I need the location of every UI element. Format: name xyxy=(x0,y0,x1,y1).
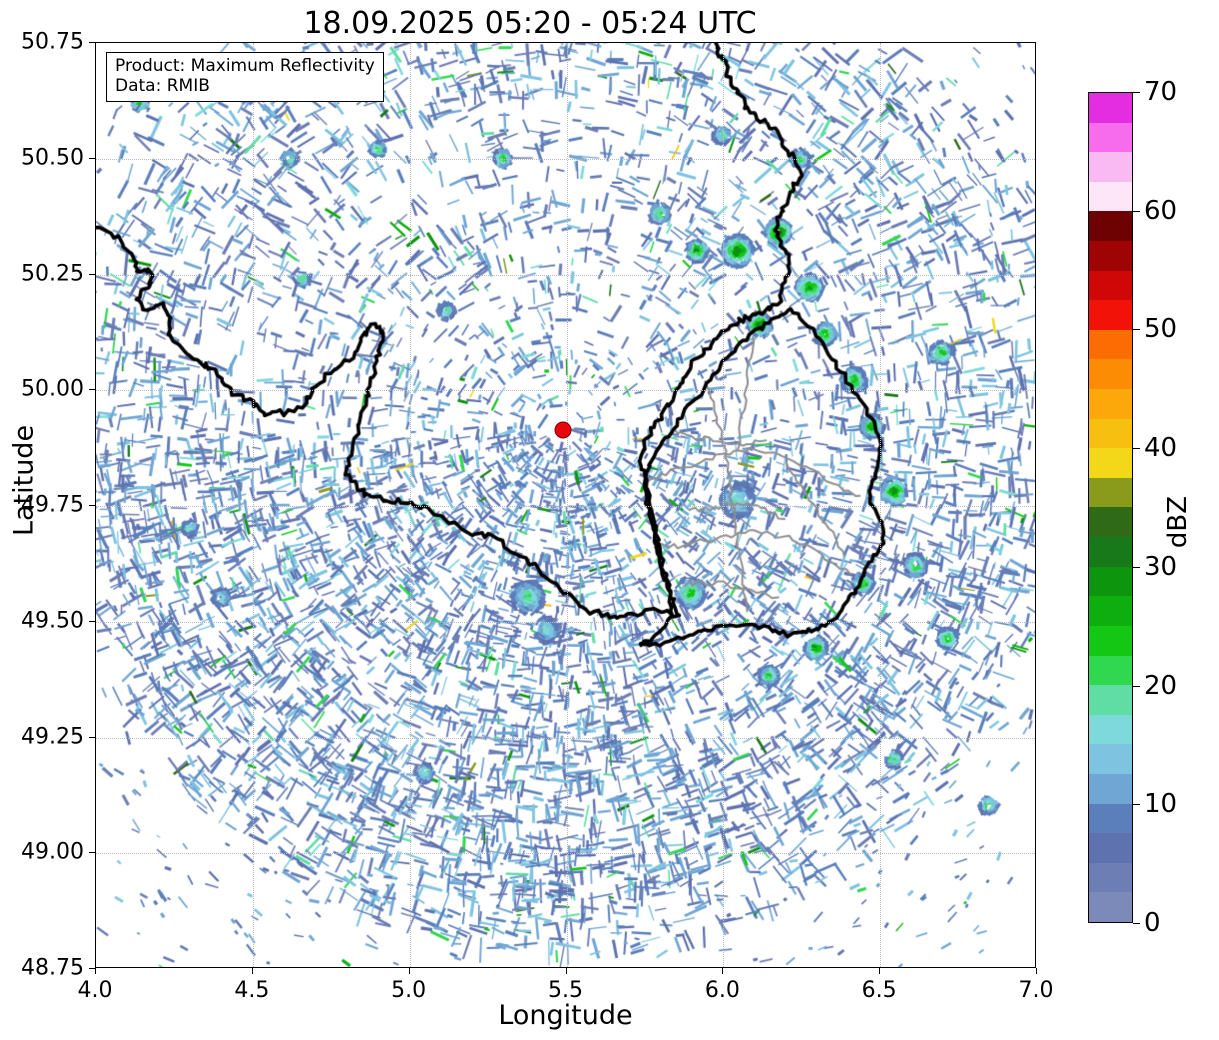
x-tick-label: 6.0 xyxy=(704,978,740,1003)
colorbar-band xyxy=(1089,596,1132,626)
y-tick-label: 49.00 xyxy=(21,839,84,865)
colorbar-band xyxy=(1089,477,1132,508)
colorbar-tick-mark xyxy=(1133,92,1140,93)
x-tick-label: 4.5 xyxy=(234,978,270,1003)
colorbar-band xyxy=(1089,359,1132,390)
colorbar-band xyxy=(1089,862,1132,893)
x-axis-label: Longitude xyxy=(498,1000,633,1031)
x-tick-mark xyxy=(722,968,724,974)
colorbar-band xyxy=(1089,566,1132,597)
colorbar-tick-mark xyxy=(1133,804,1140,806)
colorbar-tick-label: 40 xyxy=(1144,433,1178,464)
y-tick-mark xyxy=(89,620,95,622)
colorbar-tick-mark xyxy=(1133,923,1140,924)
y-tick-label: 50.50 xyxy=(21,145,84,171)
colorbar-band xyxy=(1089,773,1132,804)
colorbar-band xyxy=(1089,625,1132,656)
colorbar-band xyxy=(1089,418,1132,449)
colorbar-band xyxy=(1089,714,1132,745)
y-tick-label: 49.50 xyxy=(21,608,84,634)
x-tick-mark xyxy=(251,968,253,974)
x-tick-mark xyxy=(1036,968,1037,974)
colorbar-band xyxy=(1089,240,1132,271)
page-title: 18.09.2025 05:20 - 05:24 UTC xyxy=(303,6,757,41)
y-axis-label: Latitude xyxy=(8,424,40,537)
y-tick-mark xyxy=(89,505,95,506)
y-tick-mark xyxy=(89,389,95,391)
y-tick-mark xyxy=(89,852,95,854)
colorbar-tick-label: 60 xyxy=(1144,195,1178,226)
colorbar-band xyxy=(1089,685,1132,715)
x-tick-mark xyxy=(95,968,96,974)
x-tick-label: 7.0 xyxy=(1018,978,1054,1003)
y-tick-mark xyxy=(89,42,95,43)
colorbar-tick-label: 10 xyxy=(1144,789,1178,820)
x-tick-label: 5.5 xyxy=(548,978,583,1003)
colorbar-band xyxy=(1089,803,1132,834)
radar-plot-area[interactable] xyxy=(95,42,1036,968)
y-tick-label: 50.25 xyxy=(21,261,84,286)
x-tick-label: 4.0 xyxy=(77,978,113,1003)
y-tick-mark xyxy=(89,968,95,969)
colorbar-band xyxy=(1089,448,1132,478)
x-tick-mark xyxy=(408,968,410,974)
info-product-line: Product: Maximum Reflectivity xyxy=(115,56,375,76)
reflectivity-colorbar[interactable] xyxy=(1088,92,1133,923)
colorbar-tick-mark xyxy=(1133,210,1140,212)
product-info-box: Product: Maximum Reflectivity Data: RMIB xyxy=(106,52,384,103)
colorbar-unit-label: dBZ xyxy=(1163,495,1193,549)
colorbar-tick-label: 0 xyxy=(1144,908,1161,938)
y-tick-label: 49.25 xyxy=(21,724,84,749)
y-tick-label: 48.75 xyxy=(21,955,84,981)
colorbar-band xyxy=(1089,152,1132,182)
colorbar-band xyxy=(1089,389,1132,419)
colorbar-band xyxy=(1089,92,1132,123)
colorbar-tick-label: 50 xyxy=(1144,314,1178,345)
y-tick-label: 49.75 xyxy=(21,492,84,518)
colorbar-band xyxy=(1089,211,1132,241)
colorbar-band xyxy=(1089,270,1132,301)
colorbar-tick-mark xyxy=(1133,329,1140,331)
colorbar-band xyxy=(1089,744,1132,774)
colorbar-tick-mark xyxy=(1133,448,1140,450)
y-tick-mark xyxy=(89,273,95,275)
colorbar-tick-label: 20 xyxy=(1144,670,1178,701)
y-tick-label: 50.00 xyxy=(21,376,84,402)
colorbar-band xyxy=(1089,655,1132,686)
radar-site-marker[interactable] xyxy=(554,421,572,439)
colorbar-band xyxy=(1089,329,1132,360)
info-data-line: Data: RMIB xyxy=(115,75,210,96)
colorbar-band xyxy=(1089,892,1132,922)
colorbar-tick-mark xyxy=(1133,685,1140,687)
colorbar-tick-label: 70 xyxy=(1144,77,1178,107)
colorbar-tick-label: 30 xyxy=(1144,551,1178,582)
radar-reflectivity-map xyxy=(96,43,1035,967)
colorbar-band xyxy=(1089,122,1132,153)
colorbar-band xyxy=(1089,507,1132,538)
colorbar-band xyxy=(1089,300,1132,330)
y-tick-mark xyxy=(89,736,95,738)
x-tick-mark xyxy=(565,968,567,974)
colorbar-tick-mark xyxy=(1133,566,1140,568)
x-tick-label: 5.0 xyxy=(391,978,427,1003)
colorbar-band xyxy=(1089,181,1132,212)
x-tick-mark xyxy=(879,968,881,974)
y-tick-label: 50.75 xyxy=(21,29,84,55)
x-tick-label: 6.5 xyxy=(861,978,897,1003)
colorbar-band xyxy=(1089,537,1132,567)
y-tick-mark xyxy=(89,157,95,159)
colorbar-band xyxy=(1089,833,1132,863)
